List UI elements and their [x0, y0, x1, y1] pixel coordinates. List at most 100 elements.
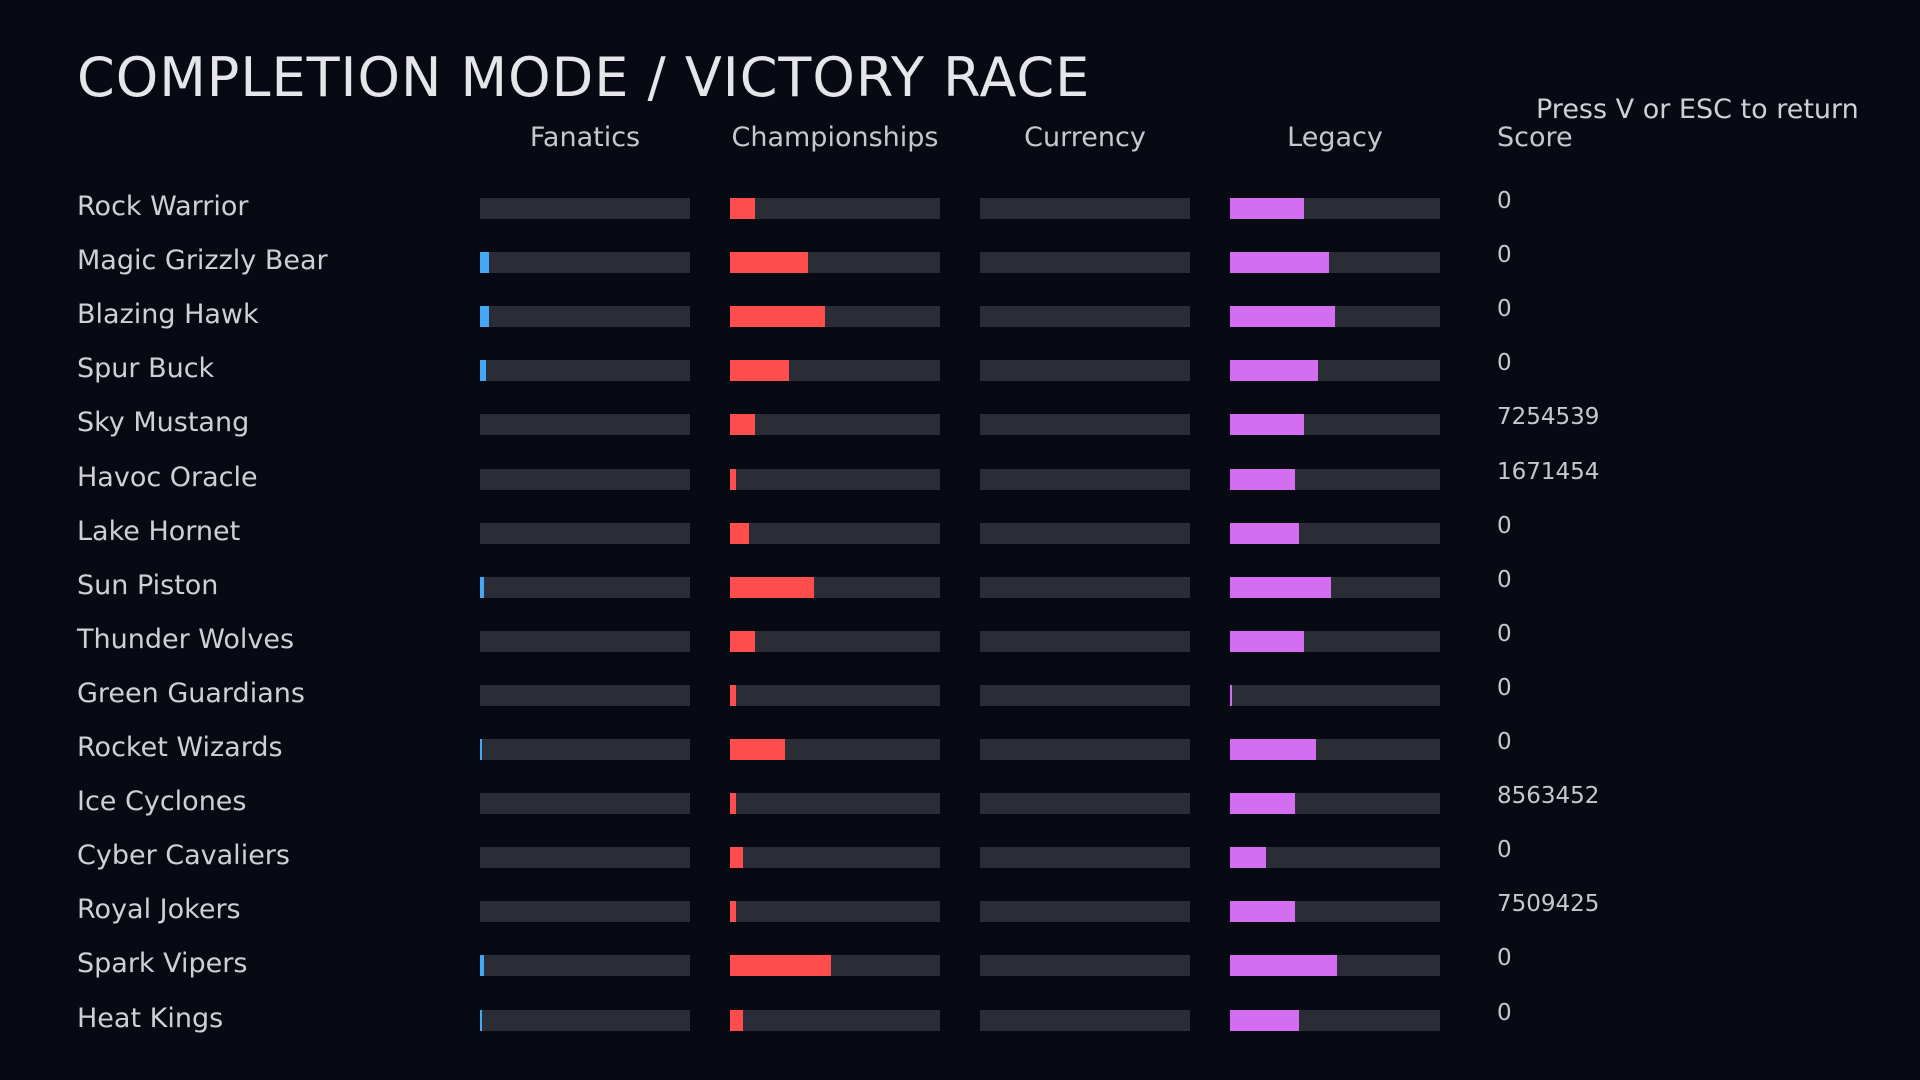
progress-fill	[1230, 414, 1304, 436]
team-name: Magic Grizzly Bear	[77, 245, 328, 277]
progress-track	[980, 793, 1190, 815]
progress-track	[1230, 522, 1440, 544]
progress-track	[480, 360, 690, 382]
progress-track	[730, 576, 940, 598]
score: 0	[1497, 729, 1512, 755]
team-name: Blazing Hawk	[77, 299, 259, 331]
progress-track	[480, 630, 690, 652]
score: 0	[1497, 837, 1512, 864]
progress-fill	[1230, 901, 1296, 923]
progress-fill	[1230, 955, 1338, 977]
progress-track	[980, 901, 1190, 923]
column-header: Legacy	[1287, 122, 1383, 153]
team-name: Green Guardians	[77, 677, 305, 709]
team-name: Ice Cyclones	[77, 786, 247, 818]
progress-fill	[480, 360, 487, 382]
progress-track	[480, 198, 690, 219]
progress-track	[1230, 306, 1440, 328]
progress-track	[730, 630, 940, 652]
score: 0	[1497, 242, 1512, 269]
progress-track	[980, 1009, 1190, 1031]
progress-track	[480, 901, 690, 923]
progress-track	[480, 793, 690, 815]
progress-track	[1230, 360, 1440, 382]
progress-track	[1230, 847, 1440, 869]
progress-track	[480, 468, 690, 490]
progress-fill	[730, 630, 756, 652]
progress-track	[1230, 198, 1440, 219]
return-hint[interactable]: Press V or ESC to return	[1536, 94, 1859, 125]
progress-track	[730, 414, 940, 436]
progress-track	[980, 684, 1190, 706]
progress-track	[980, 252, 1190, 274]
team-name: Heat Kings	[77, 1002, 224, 1034]
progress-fill	[730, 739, 785, 760]
progress-track	[730, 360, 940, 382]
team-name: Sun Piston	[77, 569, 219, 601]
progress-fill	[1230, 468, 1296, 490]
team-name: Royal Jokers	[77, 894, 241, 926]
progress-fill	[1230, 1009, 1300, 1031]
progress-track	[1230, 793, 1440, 815]
progress-track	[980, 576, 1190, 598]
progress-fill	[1230, 576, 1331, 598]
score: 0	[1497, 620, 1512, 647]
progress-fill	[730, 576, 814, 598]
progress-track	[730, 901, 940, 923]
progress-fill	[1230, 522, 1300, 544]
progress-track	[730, 847, 940, 869]
column-header: Championships	[731, 122, 939, 153]
progress-fill	[1230, 630, 1304, 652]
progress-track	[480, 306, 690, 328]
progress-track	[980, 306, 1190, 328]
progress-track	[1230, 684, 1440, 706]
progress-track	[480, 414, 690, 436]
score: 0	[1497, 999, 1512, 1026]
progress-track	[980, 468, 1190, 490]
progress-track	[480, 1009, 690, 1031]
team-name: Lake Hornet	[77, 515, 241, 547]
progress-track	[1230, 252, 1440, 274]
progress-track	[480, 252, 690, 274]
progress-track	[980, 522, 1190, 544]
progress-fill	[480, 955, 485, 977]
progress-fill	[1230, 739, 1317, 760]
progress-fill	[730, 360, 789, 382]
team-name: Spur Buck	[77, 353, 215, 385]
progress-track	[1230, 414, 1440, 436]
team-name: Thunder Wolves	[77, 623, 295, 655]
progress-track	[730, 793, 940, 815]
progress-track	[980, 630, 1190, 652]
progress-fill	[730, 468, 737, 490]
team-name: Sky Mustang	[77, 407, 250, 439]
progress-track	[980, 360, 1190, 382]
progress-track	[1230, 955, 1440, 977]
score: 7509425	[1497, 891, 1600, 918]
progress-track	[730, 252, 940, 274]
progress-track	[480, 739, 690, 760]
progress-track	[480, 847, 690, 869]
score: 0	[1497, 188, 1512, 214]
progress-fill	[480, 576, 485, 598]
progress-track	[730, 306, 940, 328]
progress-track	[480, 955, 690, 977]
team-name: Cyber Cavaliers	[77, 840, 290, 872]
progress-track	[730, 522, 940, 544]
team-name: Havoc Oracle	[77, 461, 258, 493]
progress-fill	[730, 901, 737, 923]
column-header: Currency	[1024, 122, 1146, 153]
progress-fill	[1230, 793, 1296, 815]
team-name: Rocket Wizards	[77, 732, 283, 763]
progress-fill	[730, 252, 808, 274]
progress-track	[1230, 1009, 1440, 1031]
progress-fill	[730, 955, 831, 977]
progress-track	[730, 684, 940, 706]
score: 0	[1497, 945, 1512, 972]
score: 0	[1497, 566, 1512, 593]
progress-fill	[480, 1009, 483, 1031]
progress-fill	[730, 522, 749, 544]
team-name: Spark Vipers	[77, 948, 248, 980]
column-header: Score	[1497, 122, 1573, 153]
progress-fill	[480, 306, 490, 328]
